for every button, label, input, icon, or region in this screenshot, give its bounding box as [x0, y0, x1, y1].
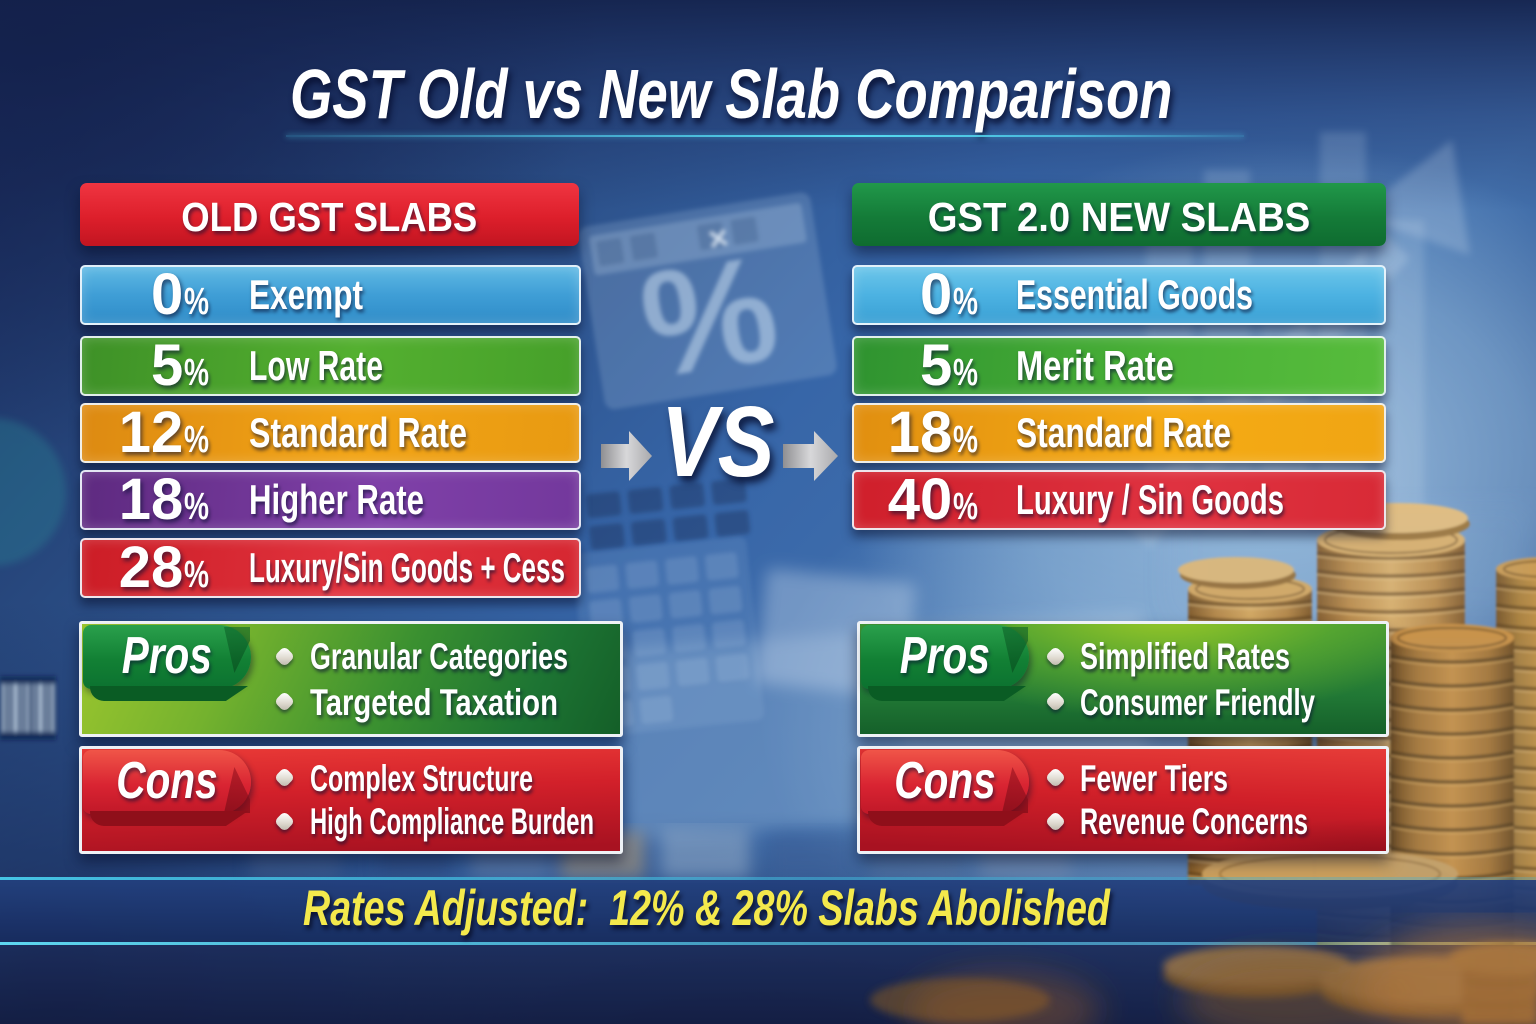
svg-text:%: %: [630, 223, 788, 410]
